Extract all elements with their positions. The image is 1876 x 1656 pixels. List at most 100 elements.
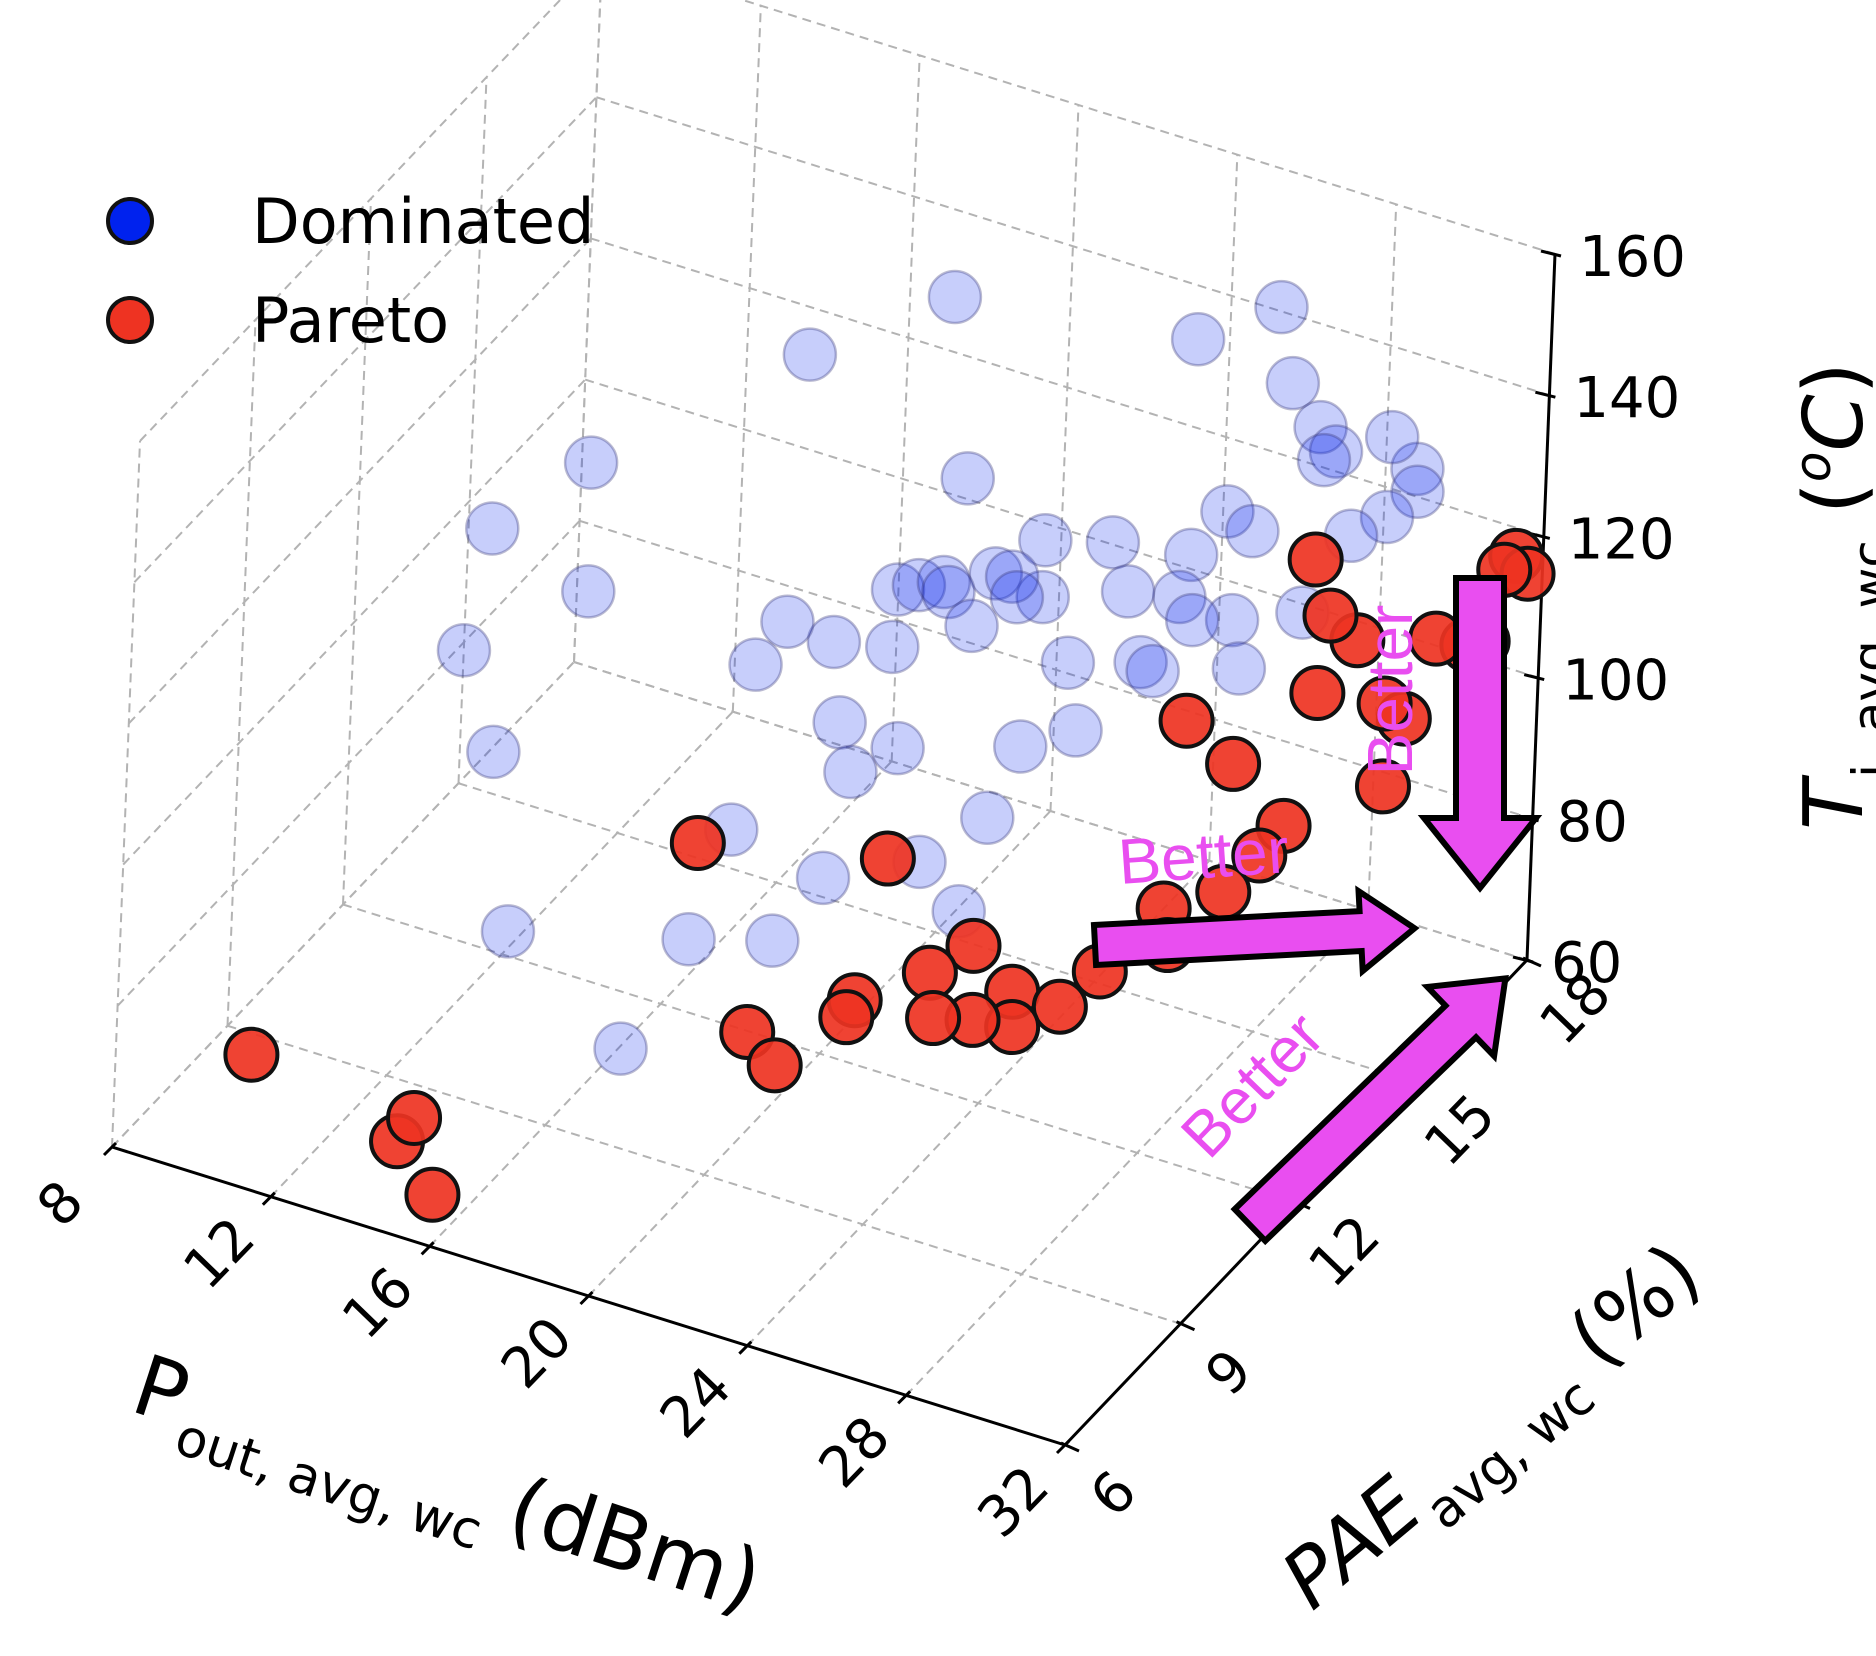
x-tick-mark-1 [261, 1191, 276, 1206]
x-tick-label-1: 12 [171, 1206, 267, 1302]
grid-back-x-5 [1367, 204, 1398, 911]
pareto-point-12 [905, 990, 962, 1047]
grid-floor-y-2 [342, 903, 1297, 1204]
dominated-point-11 [940, 451, 996, 506]
dominated-point-55 [1164, 592, 1220, 648]
dominated-point-47 [1125, 643, 1180, 699]
grid-side-y-2 [342, 198, 372, 905]
better-arrow-diagonal [1230, 974, 1509, 1246]
z-tick-label-1: 80 [1557, 790, 1628, 855]
x-tick-mark-6 [1055, 1439, 1071, 1455]
legend-marker-dominated [106, 197, 154, 245]
dominated-point-49 [1254, 279, 1309, 335]
grid-side-z-1 [116, 520, 581, 1007]
legend-label-dominated: Dominated [252, 185, 594, 258]
dominated-point-51 [1390, 441, 1445, 497]
dominated-point-39 [1163, 527, 1219, 583]
dominated-point-56 [1359, 489, 1415, 545]
y-tick-mark-1 [1175, 1320, 1196, 1332]
pareto-point-8 [818, 989, 875, 1046]
dominated-point-1 [436, 622, 492, 678]
dominated-point-18 [891, 557, 947, 613]
z-axis-label-unit-main: C [1787, 394, 1876, 451]
x-tick-mark-5 [897, 1390, 912, 1405]
y-axis-label-sub: avg, wc [1415, 1367, 1607, 1541]
grid-floor-y-3 [458, 782, 1412, 1083]
dominated-point-52 [1296, 432, 1352, 488]
z-axis-label-unit-close: ) [1787, 362, 1876, 394]
x-tick-mark-2 [420, 1241, 435, 1256]
y-tick-label-2: 12 [1297, 1203, 1393, 1299]
dominated-point-23 [870, 720, 925, 776]
dominated-point-53 [1390, 464, 1445, 519]
dominated-point-58 [1364, 409, 1420, 465]
dominated-point-0 [465, 501, 520, 556]
dominated-point-13 [760, 594, 815, 649]
y-tick-label-0: 6 [1078, 1459, 1150, 1530]
z-axis-label-unit-open: ( [1787, 482, 1876, 514]
y-axis-label-unit: (%) [1552, 1225, 1718, 1385]
dominated-point-24 [795, 850, 851, 906]
pareto-point-11 [945, 917, 1002, 974]
grid-back-z-4 [596, 96, 1550, 397]
dominated-point-20 [823, 744, 878, 800]
x-axis-label-unit: (dBm) [497, 1458, 773, 1631]
dominated-point-3 [563, 435, 619, 490]
pareto-point-4 [669, 814, 726, 871]
grid-back-x-4 [1208, 154, 1239, 861]
legend-marker-pareto [106, 296, 154, 344]
z-tick-mark-4 [1535, 390, 1556, 399]
grid-back-x-1 [731, 5, 762, 712]
grid-back-x-2 [890, 55, 921, 762]
z-tick-label-0: 60 [1551, 931, 1622, 996]
pareto-point-18 [1158, 692, 1215, 749]
dominated-point-9 [593, 1021, 648, 1076]
pareto-point-29 [1356, 675, 1413, 732]
dominated-point-27 [1040, 635, 1096, 690]
legend-label-pareto: Pareto [252, 284, 449, 357]
pareto-point-24 [1287, 531, 1344, 588]
dominated-point-5 [782, 327, 838, 382]
dominated-point-10 [927, 269, 983, 325]
grid-side-z-2 [122, 378, 586, 866]
dominated-point-35 [1100, 564, 1156, 619]
better-arrow-right [1090, 885, 1420, 978]
pareto-point-5 [859, 830, 916, 887]
pareto-point-22 [1231, 827, 1288, 884]
z-tick-mark-0 [1512, 955, 1534, 964]
pareto-point-3 [404, 1166, 461, 1223]
pareto-point-7 [746, 1037, 803, 1094]
dominated-point-29 [984, 549, 1040, 604]
dominated-point-16 [870, 562, 926, 617]
y-tick-label-3: 15 [1412, 1082, 1508, 1178]
z-tick-label-3: 120 [1568, 507, 1675, 572]
z-tick-label-2: 100 [1562, 649, 1669, 714]
dominated-point-40 [1048, 703, 1103, 758]
grid-floor-y-1 [227, 1024, 1181, 1325]
dominated-point-15 [865, 619, 920, 675]
better-label-vertical: Better [1354, 605, 1426, 776]
dominated-point-8 [480, 904, 536, 959]
pareto-point-16 [1031, 978, 1088, 1035]
dominated-point-38 [993, 719, 1048, 774]
z-axis-label-sub: j, avg, wc [1842, 540, 1876, 779]
x-tick-label-5: 28 [807, 1404, 903, 1500]
dominated-point-4 [466, 724, 521, 780]
dominated-point-54 [1204, 592, 1260, 648]
x-tick-label-0: 8 [25, 1169, 97, 1240]
z-axis-label-main: T [1787, 774, 1876, 830]
dominated-point-26 [944, 598, 999, 654]
x-tick-label-2: 16 [330, 1255, 426, 1351]
z-tick-mark-5 [1540, 249, 1562, 258]
z-axis-label-unit-sup: o [1784, 451, 1842, 482]
x-tick-label-3: 20 [489, 1305, 585, 1401]
dominated-point-21 [916, 554, 972, 610]
dominated-point-37 [960, 790, 1015, 845]
grid-side-y-0 [111, 440, 141, 1148]
dominated-point-33 [1170, 312, 1226, 367]
better-arrow-down [1417, 575, 1543, 893]
pareto-point-25 [1205, 735, 1262, 792]
grid-side-z-0 [111, 661, 575, 1148]
dominated-point-30 [968, 546, 1024, 601]
